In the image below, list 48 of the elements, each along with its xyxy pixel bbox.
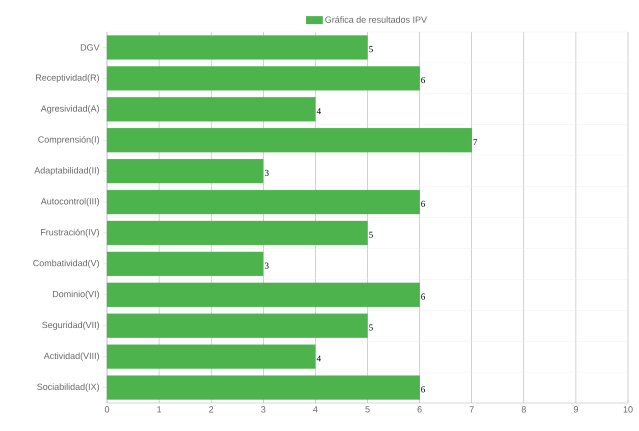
x-tick-label: 4	[313, 406, 318, 412]
y-tick-label: Autocontrol(III)	[40, 198, 100, 206]
legend-label: Gráfica de resultados IPV	[325, 16, 427, 23]
bar	[106, 220, 368, 246]
x-tick-label: 6	[418, 406, 422, 413]
bar	[106, 252, 264, 276]
data-label: 5	[369, 232, 373, 238]
x-tick-label: 3	[261, 406, 266, 413]
y-tick-label: Receptividad(R)	[36, 74, 99, 83]
bar	[106, 375, 420, 400]
data-label: 6	[421, 294, 426, 300]
x-tick-label: 7	[470, 406, 474, 412]
y-tick-label: Frustración(IV)	[41, 228, 100, 238]
x-tick-label: 1	[157, 406, 162, 412]
bar	[106, 314, 368, 338]
data-label: 5	[369, 46, 373, 52]
bar	[106, 66, 420, 90]
data-label: 7	[473, 139, 478, 145]
x-tick-label: 2	[209, 406, 214, 412]
data-label: 4	[316, 356, 321, 362]
data-label: 6	[421, 386, 426, 392]
bar	[106, 97, 316, 122]
data-label: 5	[369, 324, 373, 330]
x-tick-label: 5	[365, 406, 370, 412]
bar	[106, 128, 472, 152]
y-tick-label: DGV	[80, 44, 100, 51]
x-tick-label: 9	[574, 406, 578, 413]
y-tick-label: Adaptabilidad(II)	[34, 166, 99, 176]
y-tick-label: Comprensión(I)	[38, 136, 99, 144]
x-tick-label: 0	[104, 406, 110, 413]
data-label: 3	[264, 262, 269, 269]
y-tick-label: Actividad(VIII)	[44, 352, 100, 361]
x-tick-label: 8	[522, 406, 526, 413]
bar	[106, 35, 368, 60]
bar	[106, 159, 264, 184]
bar	[106, 282, 420, 307]
data-label: 3	[264, 170, 269, 176]
bar	[106, 190, 420, 214]
y-tick-label: Agresividad(A)	[40, 105, 99, 114]
bar	[106, 344, 316, 369]
data-label: 6	[421, 200, 426, 207]
y-tick-label: Sociabilidad(IX)	[37, 383, 99, 392]
x-tick-label: 10	[624, 406, 633, 413]
y-tick-label: Combatividad(V)	[33, 260, 99, 268]
data-label: 6	[421, 77, 426, 84]
y-tick-label: Dominio(VI)	[52, 290, 100, 299]
y-tick-label: Seguridad(VII)	[42, 322, 100, 330]
data-label: 4	[316, 108, 321, 114]
